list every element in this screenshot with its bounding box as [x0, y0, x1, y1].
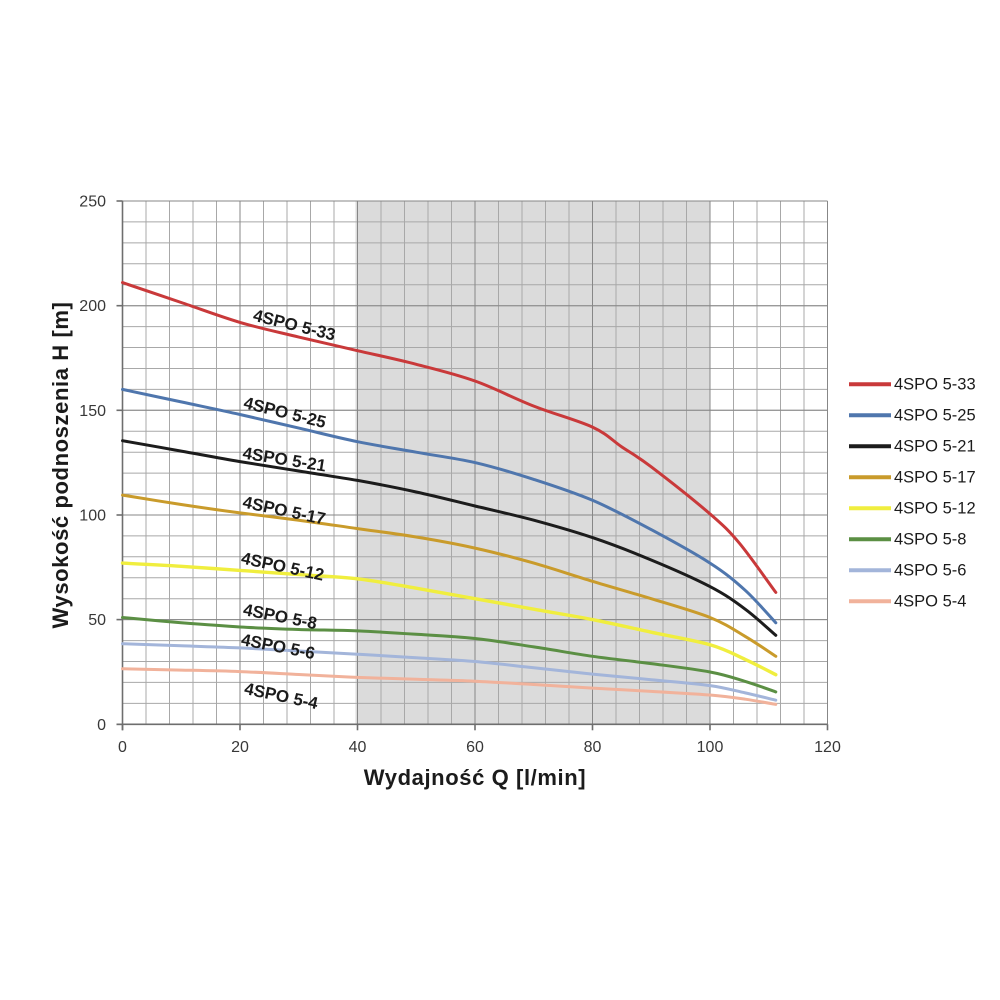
- svg-text:120: 120: [814, 739, 841, 756]
- svg-text:50: 50: [88, 612, 106, 629]
- svg-text:0: 0: [97, 717, 106, 734]
- svg-text:4SPO 5-17: 4SPO 5-17: [894, 469, 976, 487]
- svg-text:Wysokość podnoszenia H [m]: Wysokość podnoszenia H [m]: [48, 302, 73, 629]
- svg-text:100: 100: [697, 739, 724, 756]
- svg-text:100: 100: [79, 508, 106, 525]
- svg-text:4SPO 5-21: 4SPO 5-21: [894, 438, 976, 456]
- svg-text:200: 200: [79, 298, 106, 315]
- svg-text:250: 250: [79, 194, 106, 211]
- svg-text:150: 150: [79, 403, 106, 420]
- svg-text:60: 60: [466, 739, 484, 756]
- svg-text:4SPO 5-4: 4SPO 5-4: [894, 593, 966, 611]
- svg-text:40: 40: [349, 739, 367, 756]
- svg-text:4SPO 5-12: 4SPO 5-12: [894, 500, 976, 518]
- svg-text:4SPO 5-8: 4SPO 5-8: [894, 531, 966, 549]
- svg-text:20: 20: [231, 739, 249, 756]
- svg-text:0: 0: [118, 739, 127, 756]
- svg-text:4SPO 5-25: 4SPO 5-25: [894, 407, 976, 425]
- svg-text:4SPO 5-33: 4SPO 5-33: [894, 376, 976, 394]
- svg-text:80: 80: [584, 739, 602, 756]
- svg-text:4SPO 5-6: 4SPO 5-6: [894, 562, 966, 580]
- svg-text:Wydajność Q [l/min]: Wydajność Q [l/min]: [364, 765, 586, 790]
